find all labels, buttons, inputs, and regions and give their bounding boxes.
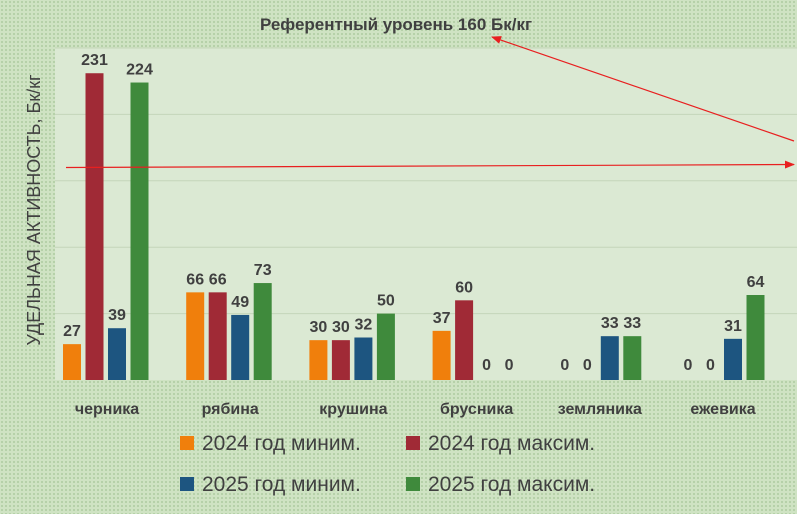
reference-annotation: Референтный уровень 160 Бк/кг bbox=[260, 15, 532, 34]
value-label: 0 bbox=[583, 357, 592, 374]
value-label: 33 bbox=[623, 315, 641, 332]
gridlines bbox=[55, 47, 797, 315]
value-label: 32 bbox=[355, 317, 373, 334]
category-label-черника: черника bbox=[75, 401, 139, 418]
value-label: 50 bbox=[377, 293, 395, 310]
reference-line bbox=[65, 160, 795, 169]
category-label-ежевика: ежевика bbox=[690, 401, 755, 418]
value-label: 30 bbox=[310, 319, 328, 336]
category-labels: черника рябина крушина брусника земляника еже… bbox=[75, 401, 756, 418]
category-label-крушина: крушина bbox=[319, 401, 387, 418]
value-label: 231 bbox=[81, 52, 108, 69]
value-label: 60 bbox=[455, 279, 473, 296]
value-label: 49 bbox=[231, 294, 249, 311]
value-label: 31 bbox=[724, 318, 742, 335]
bar-крушина-1 bbox=[309, 340, 328, 380]
value-label: 30 bbox=[332, 319, 350, 336]
legend-swatch bbox=[406, 436, 420, 450]
legend-label: 2024 год миним. bbox=[202, 432, 361, 455]
y-axis-label: УДЕЛЬНАЯ АКТИВНОСТЬ, Бк/кг bbox=[24, 74, 44, 346]
value-label: 0 bbox=[706, 357, 715, 374]
bar-крушина-3 bbox=[354, 337, 373, 380]
value-label: 0 bbox=[482, 357, 491, 374]
value-label: 66 bbox=[209, 271, 227, 288]
bar-черника-1 bbox=[63, 344, 81, 380]
bar-рябина-1 bbox=[186, 292, 205, 380]
bar-земляника-3 bbox=[600, 336, 619, 380]
value-label: 33 bbox=[601, 315, 619, 332]
bar-брусника-1 bbox=[432, 330, 451, 380]
legend-swatch bbox=[406, 477, 420, 491]
value-label: 37 bbox=[433, 310, 451, 327]
category-label-рябина: рябина bbox=[202, 401, 259, 418]
value-label: 0 bbox=[560, 357, 569, 374]
legend-swatch bbox=[180, 477, 194, 491]
bar-рябина-4 bbox=[253, 283, 272, 380]
category-label-земляника: земляника bbox=[558, 401, 642, 418]
legend-label: 2025 год максим. bbox=[428, 473, 595, 496]
bar-черника-4 bbox=[130, 82, 149, 380]
bar-рябина-3 bbox=[231, 314, 250, 380]
bar-черника-3 bbox=[108, 328, 126, 380]
bar-брусника-2 bbox=[455, 300, 474, 380]
category-label-брусника: брусника bbox=[440, 401, 513, 418]
value-label: 39 bbox=[108, 307, 126, 324]
bar-черника-2 bbox=[85, 73, 104, 381]
legend: 2024 год миним. 2024 год максим. 2025 год … bbox=[180, 432, 595, 496]
value-label: 224 bbox=[126, 62, 153, 79]
plot-area bbox=[55, 48, 797, 380]
legend-label: 2025 год миним. bbox=[202, 473, 361, 496]
legend-label: 2024 год максим. bbox=[428, 432, 595, 455]
value-label: 66 bbox=[186, 271, 204, 288]
value-label: 0 bbox=[505, 357, 514, 374]
bar-рябина-2 bbox=[208, 292, 227, 380]
bar-крушина-4 bbox=[376, 313, 395, 380]
bar-крушина-2 bbox=[331, 340, 350, 380]
value-label: 27 bbox=[63, 323, 81, 340]
bar-ежевика-4 bbox=[746, 295, 765, 380]
bars bbox=[63, 73, 765, 381]
value-label: 73 bbox=[254, 262, 272, 279]
bar-земляника-4 bbox=[623, 336, 642, 380]
bar-ежевика-3 bbox=[724, 338, 742, 380]
value-label: 64 bbox=[747, 274, 765, 291]
legend-swatch bbox=[180, 436, 194, 450]
value-label: 0 bbox=[684, 357, 693, 374]
reference-pointer-arrow bbox=[491, 36, 795, 142]
